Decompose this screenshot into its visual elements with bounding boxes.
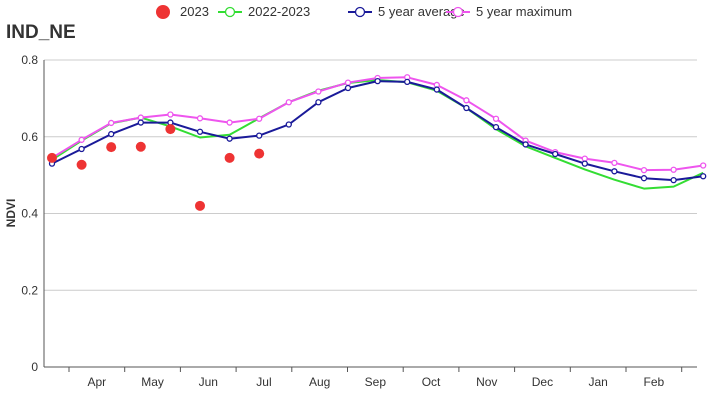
data-point-2023 [224,152,235,163]
data-point-2023 [254,148,265,159]
data-point-5-year-average [196,128,204,135]
legend-item-2022-2023[interactable]: 2022-2023 [218,4,310,19]
data-point-5-year-maximum [463,97,470,104]
data-point-5-year-maximum [344,79,352,86]
data-point-5-year-maximum [137,114,144,121]
data-point-5-year-maximum [108,119,115,127]
data-point-5-year-maximum [256,115,263,122]
series-line-5-year-average [51,80,704,182]
data-point-5-year-average [492,124,500,131]
data-point-2023 [165,124,176,135]
legend-label: 2022-2023 [248,4,310,19]
data-point-5-year-average [433,86,440,93]
x-tick-label: Jan [588,375,607,389]
x-tick-label: Oct [422,375,441,389]
legend[interactable]: 2023 2022-2023 5 year average 5 year maximu… [156,4,572,19]
y-tick-labels: 0 0.2 0.4 0.6 0.8 [21,53,38,374]
data-point-5-year-average [404,78,411,86]
data-point-5-year-average [78,145,85,153]
data-point-5-year-maximum [611,159,618,166]
x-tick-labels: Apr May Jun Jul Aug Sep Oct Nov Dec Jan Feb [88,375,665,389]
legend-item-5-year-average[interactable]: 5 year average [348,4,465,19]
data-point-5-year-average [256,132,263,139]
legend-swatch [156,5,170,19]
y-tick-label: 0 [31,360,38,374]
x-tick-label: Jul [256,375,271,389]
legend-swatch-marker [354,6,366,18]
legend-item-5-year-maximum[interactable]: 5 year maximum [446,4,572,19]
data-point-2023 [47,152,57,163]
data-point-5-year-maximum [78,136,85,143]
x-tick-label: Nov [476,375,497,389]
x-tick-label: Feb [644,375,665,389]
series-line-2022-2023 [51,79,704,190]
x-tick-label: Aug [309,375,330,389]
data-point-5-year-average [285,121,292,128]
data-point-5-year-maximum [315,88,322,95]
data-point-5-year-maximum [226,119,233,126]
y-axis-label: NDVI [4,199,18,228]
series-lines [47,74,707,211]
data-point-5-year-average [137,119,144,126]
data-point-5-year-average [640,175,648,182]
x-tick-label: Sep [365,375,387,389]
data-point-5-year-maximum [492,115,500,122]
y-tick-label: 0.4 [21,207,38,221]
chart-title: IND_NE [6,22,76,43]
data-point-5-year-average [463,104,470,112]
grid-lines [44,59,697,291]
x-tick-label: May [141,375,164,389]
y-tick-label: 0.6 [21,130,38,144]
data-point-2023 [76,159,87,170]
data-point-5-year-average [344,84,352,92]
data-point-5-year-maximum [196,115,204,122]
data-point-5-year-maximum [167,111,174,118]
data-point-2023 [135,141,146,152]
y-tick-label: 0.2 [21,283,38,297]
legend-item-2023[interactable]: 2023 [156,4,209,19]
data-point-5-year-maximum [640,166,648,174]
data-point-2023 [106,142,117,153]
data-point-5-year-average [522,141,529,148]
data-point-5-year-average [108,130,115,138]
series-line-5-year-maximum [51,76,704,172]
data-point-5-year-average [581,160,588,167]
y-tick-label: 0.8 [21,53,38,67]
x-tick-label: Dec [532,375,553,389]
data-point-5-year-average [226,135,233,142]
x-tick-label: Apr [88,375,107,389]
legend-label: 5 year average [378,4,465,19]
data-point-5-year-maximum [581,155,588,162]
legend-swatch-marker [224,6,236,18]
axes [43,60,697,372]
data-point-2023 [195,200,205,211]
legend-swatch-marker [452,6,464,18]
data-point-5-year-average [611,168,618,175]
x-tick-label: Jun [199,375,218,389]
data-point-5-year-average [374,77,381,85]
legend-label: 2023 [180,4,209,19]
data-point-5-year-maximum [670,166,677,173]
data-point-5-year-average [552,150,559,158]
data-point-5-year-average [315,99,322,106]
data-point-5-year-maximum [285,99,292,106]
data-point-5-year-maximum [700,162,707,169]
data-point-5-year-average [700,173,707,180]
data-point-5-year-average [670,176,677,184]
legend-label: 5 year maximum [476,4,572,19]
